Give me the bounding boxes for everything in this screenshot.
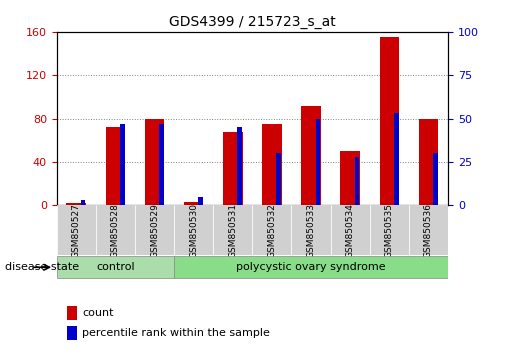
Text: GSM850528: GSM850528 bbox=[111, 202, 120, 258]
Bar bbox=[380, 37, 399, 205]
Text: GSM850527: GSM850527 bbox=[72, 202, 81, 258]
Bar bbox=[277, 153, 281, 205]
Bar bbox=[419, 119, 438, 205]
Bar bbox=[145, 119, 164, 205]
Text: GSM850531: GSM850531 bbox=[228, 202, 237, 258]
Bar bbox=[174, 205, 213, 255]
Bar bbox=[213, 205, 252, 255]
Bar bbox=[174, 256, 448, 278]
Bar bbox=[66, 203, 86, 205]
Text: count: count bbox=[82, 308, 114, 318]
Text: GSM850536: GSM850536 bbox=[424, 202, 433, 258]
Bar bbox=[331, 205, 370, 255]
Text: GSM850534: GSM850534 bbox=[346, 202, 355, 258]
Text: GSM850529: GSM850529 bbox=[150, 202, 159, 258]
Bar bbox=[184, 202, 203, 205]
Text: GSM850533: GSM850533 bbox=[306, 202, 316, 258]
Bar bbox=[370, 205, 409, 255]
Bar bbox=[198, 197, 203, 205]
Bar bbox=[433, 153, 438, 205]
Bar bbox=[355, 157, 359, 205]
Text: GSM850535: GSM850535 bbox=[385, 202, 394, 258]
Bar bbox=[301, 105, 321, 205]
Bar bbox=[340, 151, 360, 205]
Bar bbox=[120, 124, 125, 205]
Bar bbox=[81, 200, 85, 205]
Text: percentile rank within the sample: percentile rank within the sample bbox=[82, 328, 270, 338]
Bar bbox=[252, 205, 291, 255]
Text: GSM850532: GSM850532 bbox=[267, 202, 277, 258]
Bar bbox=[159, 124, 164, 205]
Bar bbox=[316, 119, 320, 205]
Bar bbox=[135, 205, 174, 255]
Text: disease state: disease state bbox=[5, 262, 79, 272]
Bar bbox=[394, 113, 399, 205]
Bar bbox=[57, 256, 174, 278]
Bar bbox=[57, 205, 96, 255]
Bar bbox=[291, 205, 331, 255]
Bar bbox=[106, 127, 125, 205]
Text: control: control bbox=[96, 262, 135, 272]
Bar bbox=[237, 127, 242, 205]
Text: GSM850530: GSM850530 bbox=[189, 202, 198, 258]
Title: GDS4399 / 215723_s_at: GDS4399 / 215723_s_at bbox=[169, 16, 336, 29]
Text: polycystic ovary syndrome: polycystic ovary syndrome bbox=[236, 262, 386, 272]
Bar bbox=[96, 205, 135, 255]
Bar bbox=[409, 205, 448, 255]
Bar bbox=[223, 132, 243, 205]
Bar bbox=[262, 124, 282, 205]
